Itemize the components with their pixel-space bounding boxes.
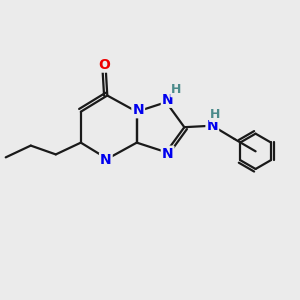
Text: N: N [162, 93, 173, 107]
Text: H: H [210, 108, 220, 121]
Text: N: N [206, 119, 218, 133]
Text: N: N [132, 103, 144, 117]
Text: O: O [98, 58, 110, 72]
Text: H: H [171, 83, 182, 96]
Text: N: N [162, 147, 173, 161]
Text: N: N [100, 153, 112, 167]
